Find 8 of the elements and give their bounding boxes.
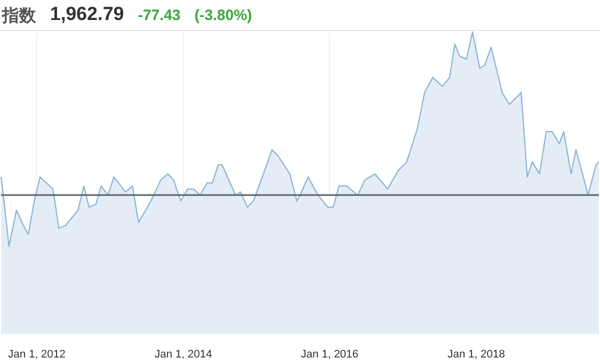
text: -77.43: [138, 6, 181, 24]
x-tick-label: Jan 1, 2012: [8, 348, 66, 360]
x-tick-label: Jan 1, 2018: [447, 348, 505, 360]
chart-title: 指数: [2, 4, 36, 26]
x-tick-label: Jan 1, 2014: [154, 348, 212, 360]
x-tick-label: Jan 1, 2016: [300, 348, 358, 360]
text: (-3.80%): [194, 6, 252, 24]
text: 1,962.79: [50, 4, 124, 26]
